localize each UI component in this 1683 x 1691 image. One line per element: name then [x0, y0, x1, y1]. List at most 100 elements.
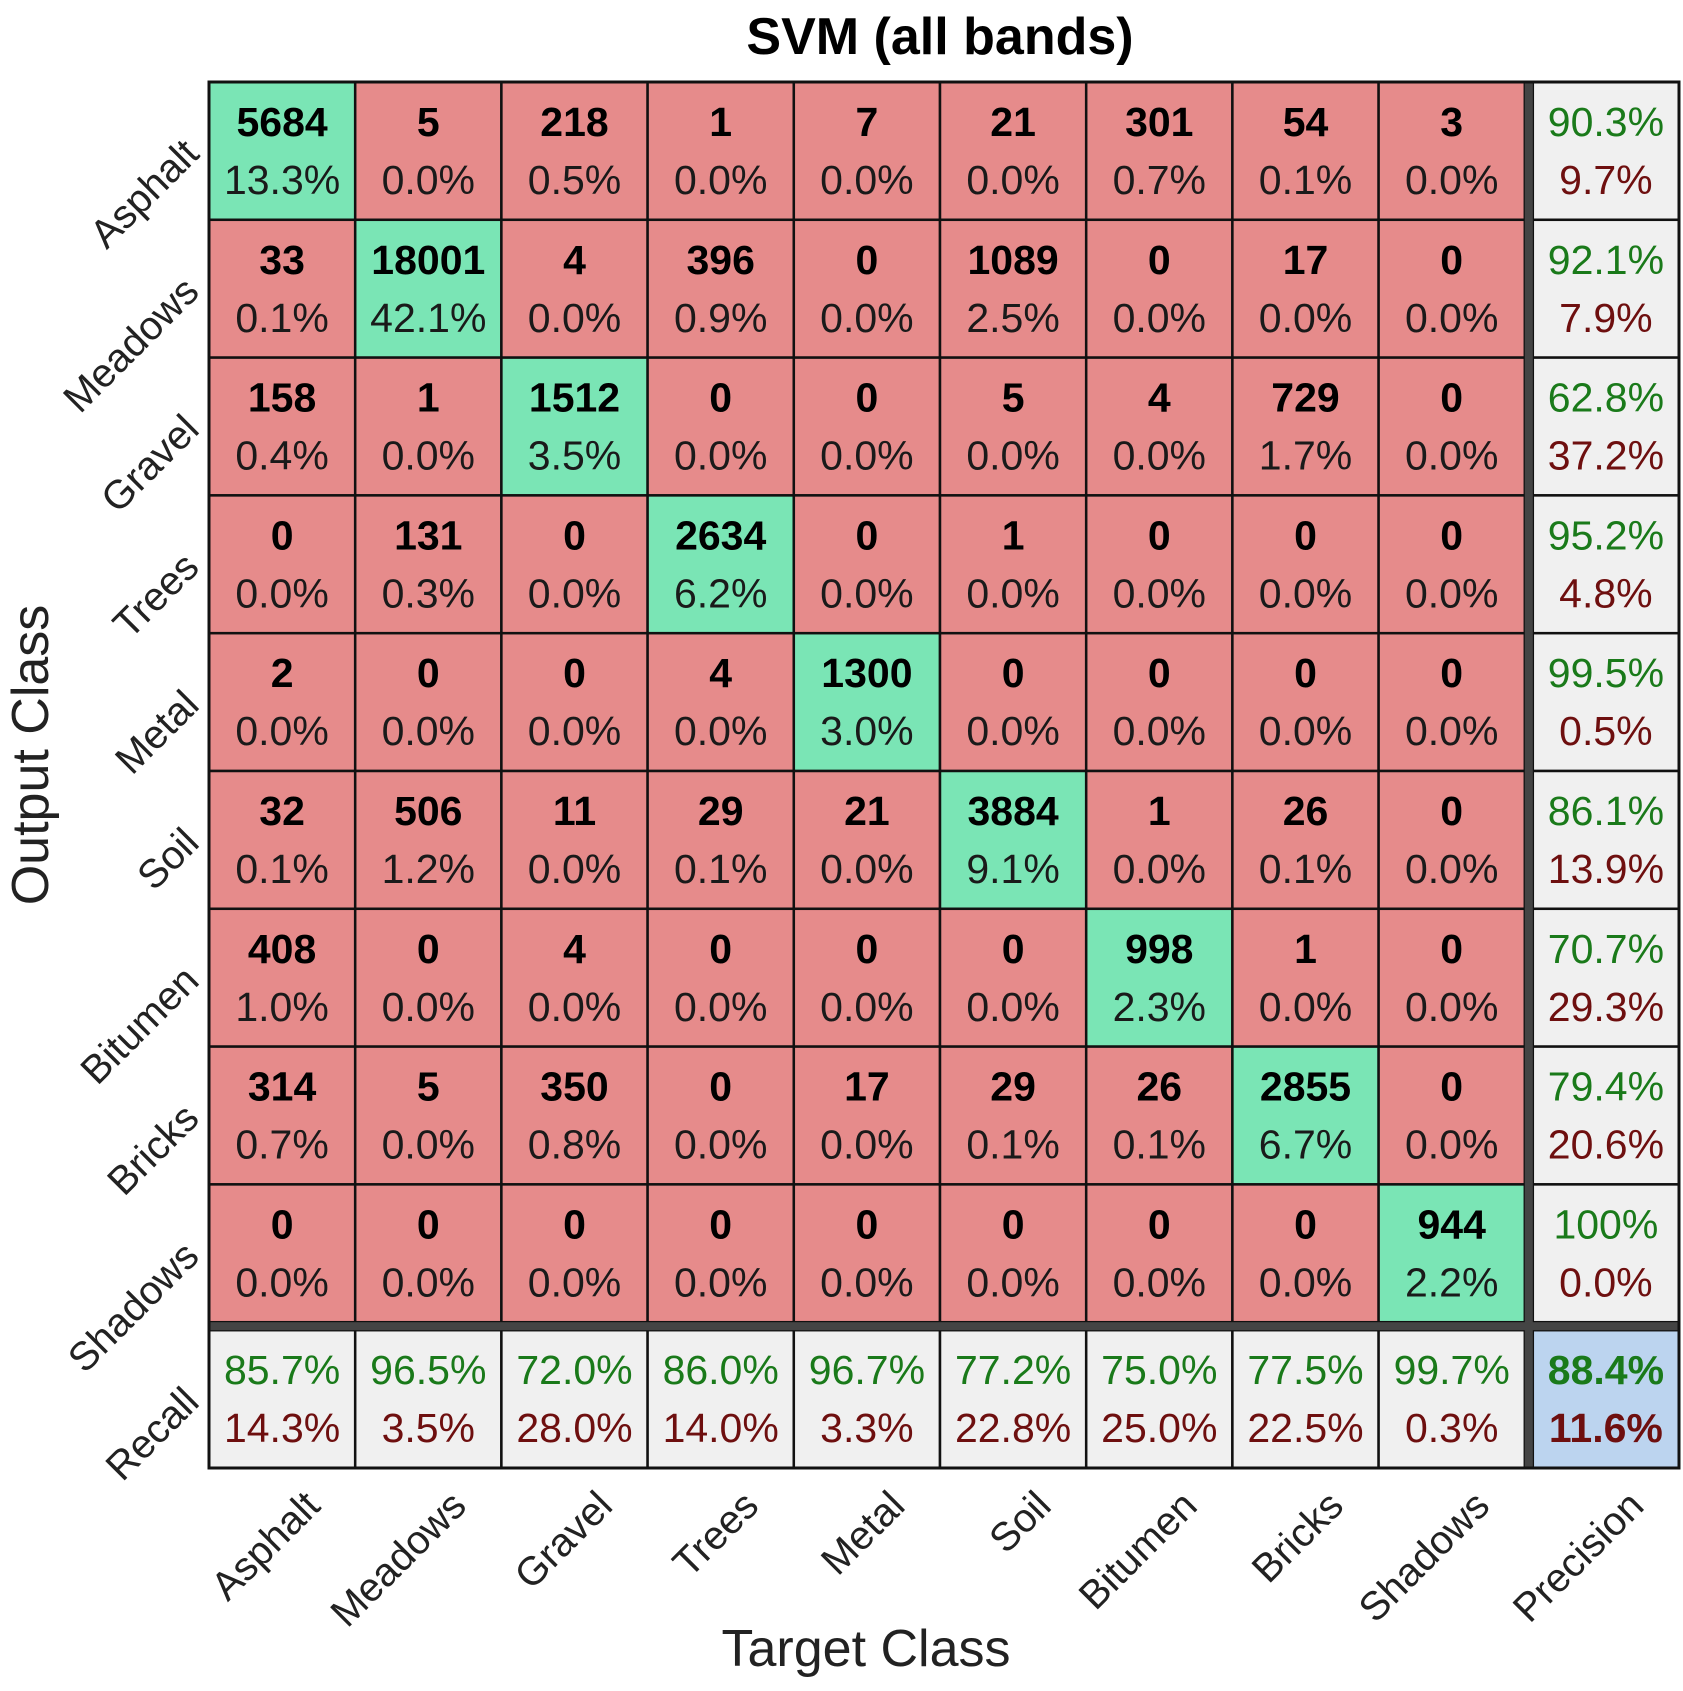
- cell-shadows-asphalt-value: 0: [271, 1201, 294, 1247]
- cell-metal-bitumen-percent: 0.0%: [1113, 708, 1206, 754]
- cell-meadows-soil-value: 1089: [967, 237, 1058, 283]
- cell-asphalt-meadows-percent: 0.0%: [382, 157, 475, 203]
- cell-soil-metal-bg: [792, 769, 942, 911]
- overall-accuracy-bg: [1531, 1328, 1681, 1470]
- precision-bitumen-value: 70.7%: [1548, 926, 1664, 972]
- y-axis-label: Output Class: [2, 605, 60, 906]
- cell-shadows-asphalt-percent: 0.0%: [235, 1259, 328, 1305]
- y-tick-shadows: Shadows: [60, 1234, 207, 1381]
- recall-gravel-value: 72.0%: [516, 1347, 632, 1393]
- cell-soil-bitumen-value: 1: [1148, 788, 1171, 834]
- cell-trees-bitumen-value: 0: [1148, 512, 1171, 558]
- cell-meadows-gravel-percent: 0.0%: [528, 295, 621, 341]
- cell-shadows-gravel-value: 0: [563, 1201, 586, 1247]
- cell-meadows-soil-percent: 2.5%: [966, 295, 1059, 341]
- cell-gravel-shadows-percent: 0.0%: [1405, 433, 1498, 479]
- cell-bricks-trees-percent: 0.0%: [674, 1122, 767, 1168]
- recall-shadows-value: 99.7%: [1394, 1347, 1510, 1393]
- cell-meadows-meadows-value: 18001: [371, 237, 485, 283]
- cell-gravel-soil-percent: 0.0%: [966, 433, 1059, 479]
- cell-soil-bricks-value: 26: [1283, 788, 1329, 834]
- cell-soil-soil-bg: [938, 769, 1088, 911]
- cell-trees-shadows-percent: 0.0%: [1405, 570, 1498, 616]
- y-tick-metal: Metal: [107, 682, 207, 782]
- recall-asphalt-percent: 14.3%: [224, 1405, 340, 1451]
- cell-trees-soil-value: 1: [1002, 512, 1025, 558]
- cell-bitumen-soil-value: 0: [1002, 926, 1025, 972]
- cell-gravel-trees-value: 0: [709, 375, 732, 421]
- precision-gravel-bg: [1531, 356, 1681, 497]
- cell-gravel-asphalt-percent: 0.4%: [235, 433, 328, 479]
- cell-bricks-bitumen-percent: 0.1%: [1113, 1122, 1206, 1168]
- recall-bricks-value: 77.5%: [1247, 1347, 1363, 1393]
- cell-bitumen-metal-percent: 0.0%: [820, 984, 913, 1030]
- x-tick-meadows: Meadows: [322, 1483, 474, 1635]
- cell-gravel-trees-bg: [646, 356, 796, 497]
- cell-shadows-trees-bg: [646, 1183, 796, 1324]
- cell-bitumen-meadows-bg: [353, 907, 503, 1048]
- cell-bitumen-bitumen-percent: 2.3%: [1113, 984, 1206, 1030]
- cell-metal-soil-bg: [938, 631, 1088, 773]
- cell-bricks-bitumen-bg: [1084, 1045, 1234, 1186]
- recall-trees-bg: [646, 1328, 796, 1470]
- cell-shadows-gravel-bg: [500, 1183, 649, 1324]
- recall-shadows-bg: [1377, 1328, 1527, 1470]
- cell-trees-meadows-bg: [353, 494, 503, 635]
- overall-accuracy-percent: 11.6%: [1549, 1405, 1663, 1451]
- recall-asphalt-value: 85.7%: [224, 1347, 340, 1393]
- recall-trees-value: 86.0%: [663, 1347, 779, 1393]
- cell-meadows-metal-value: 0: [855, 237, 878, 283]
- cell-shadows-shadows-value: 944: [1417, 1201, 1486, 1247]
- cell-meadows-bitumen-percent: 0.0%: [1113, 295, 1206, 341]
- cell-bricks-metal-bg: [792, 1045, 942, 1186]
- cell-asphalt-asphalt-percent: 13.3%: [224, 157, 340, 203]
- cell-meadows-gravel-bg: [500, 218, 649, 359]
- recall-separator: [209, 1322, 1679, 1331]
- cell-metal-metal-value: 1300: [821, 650, 912, 696]
- cell-shadows-bitumen-bg: [1084, 1183, 1234, 1324]
- cell-asphalt-meadows-value: 5: [417, 99, 440, 145]
- cell-soil-bricks-percent: 0.1%: [1259, 846, 1352, 892]
- cell-bitumen-shadows-percent: 0.0%: [1405, 984, 1498, 1030]
- cell-trees-metal-value: 0: [855, 512, 878, 558]
- cell-meadows-shadows-bg: [1377, 218, 1527, 359]
- cell-shadows-metal-bg: [792, 1183, 942, 1324]
- cell-asphalt-asphalt-bg: [207, 80, 357, 222]
- cell-soil-metal-percent: 0.0%: [820, 846, 913, 892]
- cell-bitumen-bitumen-value: 998: [1125, 926, 1193, 972]
- cell-bitumen-metal-bg: [792, 907, 942, 1048]
- cell-bricks-gravel-percent: 0.8%: [528, 1122, 621, 1168]
- recall-gravel-percent: 28.0%: [516, 1405, 632, 1451]
- cell-metal-shadows-bg: [1377, 631, 1527, 773]
- recall-trees-percent: 14.0%: [663, 1405, 779, 1451]
- precision-bricks-percent: 20.6%: [1548, 1122, 1664, 1168]
- recall-metal-value: 96.7%: [809, 1347, 925, 1393]
- cell-shadows-soil-percent: 0.0%: [966, 1259, 1059, 1305]
- cell-shadows-asphalt-bg: [207, 1183, 357, 1324]
- cell-trees-metal-percent: 0.0%: [820, 570, 913, 616]
- cell-meadows-bricks-bg: [1231, 218, 1380, 359]
- cell-shadows-soil-bg: [938, 1183, 1088, 1324]
- cell-gravel-gravel-percent: 3.5%: [528, 433, 621, 479]
- precision-meadows-value: 92.1%: [1548, 237, 1664, 283]
- cell-bitumen-bricks-percent: 0.0%: [1259, 984, 1352, 1030]
- x-tick-gravel: Gravel: [506, 1483, 620, 1597]
- precision-bricks-bg: [1531, 1045, 1681, 1186]
- cell-asphalt-bitumen-value: 301: [1125, 99, 1193, 145]
- cell-bricks-soil-value: 29: [990, 1064, 1036, 1110]
- cell-shadows-metal-value: 0: [855, 1201, 878, 1247]
- cell-bricks-metal-percent: 0.0%: [820, 1122, 913, 1168]
- cell-trees-shadows-value: 0: [1440, 512, 1463, 558]
- cell-gravel-metal-percent: 0.0%: [820, 433, 913, 479]
- recall-bitumen-percent: 25.0%: [1101, 1405, 1217, 1451]
- x-tick-precision: Precision: [1505, 1483, 1652, 1630]
- cell-bricks-bricks-percent: 6.7%: [1259, 1122, 1352, 1168]
- x-tick-metal: Metal: [813, 1483, 913, 1583]
- precision-trees-bg: [1531, 494, 1681, 635]
- cell-shadows-bricks-percent: 0.0%: [1259, 1259, 1352, 1305]
- cell-bitumen-shadows-value: 0: [1440, 926, 1463, 972]
- cell-asphalt-gravel-percent: 0.5%: [528, 157, 621, 203]
- cell-asphalt-soil-value: 21: [990, 99, 1036, 145]
- precision-shadows-value: 100%: [1553, 1201, 1658, 1247]
